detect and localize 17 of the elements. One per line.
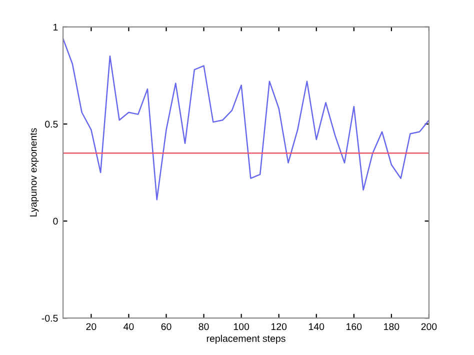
x-tick-label: 200 <box>421 323 437 330</box>
x-axis-title: replacement steps <box>206 334 286 344</box>
y-axis-title: Lyapunov exponents <box>30 128 39 216</box>
line-series <box>63 38 429 200</box>
x-tick-label: 20 <box>86 323 96 330</box>
x-tick-label: 60 <box>161 323 172 330</box>
x-tick-label: 160 <box>346 323 362 330</box>
y-tick-label: 0 <box>53 218 58 225</box>
x-tick-label: 40 <box>124 323 134 330</box>
x-tick-label: 80 <box>198 323 209 330</box>
y-tick-label: 0.5 <box>45 120 58 128</box>
x-tick-label: 140 <box>309 323 324 330</box>
x-tick-label: 180 <box>384 323 400 330</box>
x-tick-label: 100 <box>234 323 250 330</box>
x-tick-label: 120 <box>271 323 287 330</box>
y-tick-label: -0.5 <box>42 314 58 322</box>
y-tick-label: 1 <box>54 24 58 31</box>
